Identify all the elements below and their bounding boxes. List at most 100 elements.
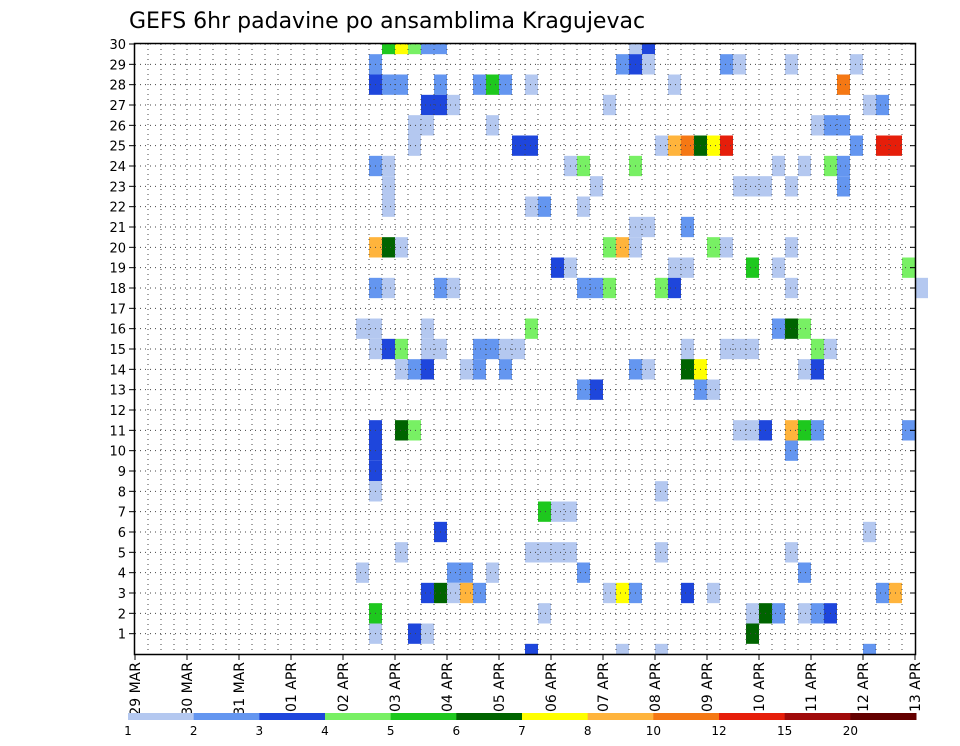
- precip-cell: [850, 54, 863, 75]
- precip-cell: [382, 196, 395, 217]
- y-tick-label: 22: [109, 201, 126, 216]
- precip-cell: [486, 562, 499, 583]
- precip-cell: [746, 623, 759, 644]
- x-tick-label: 05 APR: [492, 662, 508, 712]
- precip-cell: [486, 74, 499, 95]
- precip-cell: [473, 359, 486, 380]
- legend-swatch: [653, 713, 720, 720]
- precip-cell: [720, 338, 733, 360]
- precip-cell: [538, 542, 551, 563]
- y-tick-label: 10: [109, 445, 126, 460]
- precip-cell: [746, 176, 759, 197]
- precip-cell: [733, 54, 746, 75]
- precip-cell: [525, 74, 538, 95]
- precip-cell: [837, 155, 850, 177]
- precip-cell: [655, 135, 668, 156]
- precip-cell: [720, 135, 733, 156]
- precip-cell: [525, 542, 538, 563]
- precip-cell: [577, 562, 590, 583]
- precip-cell: [382, 176, 395, 197]
- precip-cell: [577, 196, 590, 217]
- precip-cell: [902, 257, 915, 278]
- y-tick-label: 30: [109, 38, 126, 53]
- legend-label: 1: [124, 724, 132, 738]
- precip-cell: [863, 94, 876, 116]
- x-tick-label: 02 APR: [336, 662, 352, 712]
- precip-cell: [681, 359, 694, 380]
- color-legend: 1 2 3 4 5 6 7 8 10 12 15 20: [124, 713, 917, 738]
- precip-cell: [681, 135, 694, 156]
- y-tick-label: 1: [118, 628, 126, 643]
- precip-cell: [876, 135, 889, 156]
- precip-cell: [616, 582, 629, 604]
- precip-cell: [421, 359, 434, 380]
- precip-cell: [421, 318, 434, 339]
- precip-cell: [525, 318, 538, 339]
- precip-cell: [785, 542, 798, 563]
- precip-cell: [876, 582, 889, 604]
- precip-cell: [798, 562, 811, 583]
- x-tick-label: 12 APR: [856, 662, 872, 712]
- legend-label: 4: [321, 724, 329, 738]
- y-axis: 1234567891011121314151617181920212223242…: [109, 38, 915, 643]
- precip-cell: [746, 603, 759, 624]
- y-tick-label: 26: [109, 119, 126, 134]
- x-tick-label: 11 APR: [804, 662, 820, 712]
- precip-cell: [473, 74, 486, 95]
- x-tick-label: 01 APR: [284, 662, 300, 712]
- precip-cell: [382, 44, 395, 55]
- precip-cell: [382, 237, 395, 258]
- precip-cell: [785, 277, 798, 299]
- precip-cell: [460, 582, 473, 604]
- y-tick-label: 9: [118, 465, 126, 480]
- legend-swatch: [390, 713, 457, 720]
- legend-swatch: [850, 713, 917, 720]
- x-axis: 29 MAR 30 MAR 31 MAR 01 APR 02 APR 03 APR 04 A…: [128, 654, 924, 716]
- precip-cell: [811, 338, 824, 360]
- y-tick-label: 13: [109, 384, 126, 399]
- legend-swatch: [325, 713, 392, 720]
- y-tick-label: 14: [109, 363, 126, 378]
- precip-cell: [538, 603, 551, 624]
- legend-swatch: [522, 713, 589, 720]
- precip-cell: [746, 257, 759, 278]
- x-tick-label: 08 APR: [648, 662, 664, 712]
- precip-cell: [798, 155, 811, 177]
- precip-cell: [421, 582, 434, 604]
- precip-cell: [577, 277, 590, 299]
- precip-cell: [473, 582, 486, 604]
- precip-cell: [720, 54, 733, 75]
- x-tick-label: 10 APR: [752, 662, 768, 712]
- x-tick-label: 07 APR: [596, 662, 612, 712]
- precip-cell: [603, 94, 616, 116]
- precip-cell: [395, 359, 408, 380]
- precip-cell: [642, 44, 655, 55]
- y-tick-label: 17: [109, 302, 126, 317]
- precip-cell: [590, 277, 603, 299]
- precip-cell: [382, 155, 395, 177]
- precip-cell: [837, 115, 850, 136]
- legend-label: 3: [256, 724, 264, 738]
- legend-swatch: [719, 713, 786, 720]
- legend-label: 15: [777, 724, 792, 738]
- precip-cell: [577, 379, 590, 400]
- precip-cell: [447, 562, 460, 583]
- precip-cell: [395, 338, 408, 360]
- precip-cell: [668, 257, 681, 278]
- x-tick-label: 04 APR: [440, 662, 456, 712]
- precip-cell: [538, 196, 551, 217]
- precip-cell: [798, 318, 811, 339]
- precip-cell: [655, 277, 668, 299]
- precip-cell: [785, 318, 798, 339]
- precip-cell: [811, 359, 824, 380]
- precip-cell: [512, 338, 525, 360]
- legend-label: 8: [584, 724, 592, 738]
- precip-cell: [642, 54, 655, 75]
- precip-cell: [811, 115, 824, 136]
- precip-cell: [902, 420, 915, 441]
- precip-cell: [785, 54, 798, 75]
- precip-cell: [772, 603, 785, 624]
- y-tick-label: 24: [109, 160, 126, 175]
- precip-cell: [629, 44, 642, 55]
- y-tick-label: 16: [109, 323, 126, 338]
